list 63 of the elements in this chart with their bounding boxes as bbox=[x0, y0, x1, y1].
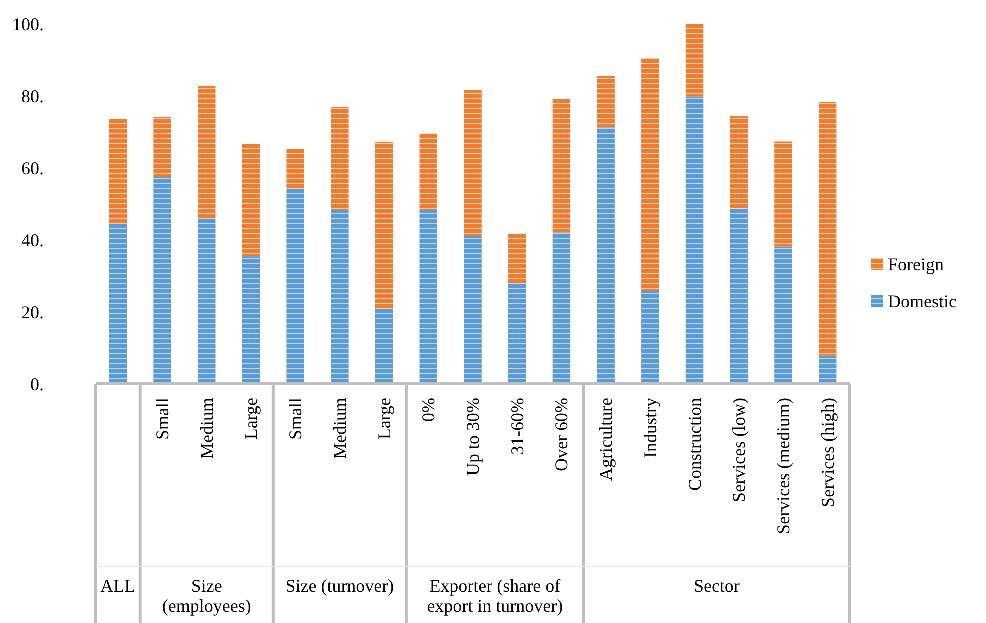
bar bbox=[686, 96, 704, 384]
bar bbox=[331, 210, 349, 384]
bar bbox=[109, 119, 128, 224]
bar bbox=[552, 232, 571, 384]
bar bbox=[464, 236, 482, 384]
x-tick-label: Services (high) bbox=[818, 398, 838, 508]
bar bbox=[508, 234, 526, 284]
text: Exporter (share of export in turnover) bbox=[427, 576, 564, 616]
y-tick-label: 100. bbox=[12, 14, 44, 34]
y-tick-label: 0. bbox=[30, 374, 44, 394]
bar bbox=[198, 86, 216, 218]
x-tick-label: Large bbox=[374, 398, 394, 440]
bar bbox=[198, 218, 216, 384]
bar bbox=[286, 148, 304, 190]
bar bbox=[642, 291, 660, 384]
bar bbox=[818, 102, 837, 356]
bar bbox=[642, 58, 660, 292]
bar bbox=[331, 107, 349, 210]
y-tick-label: 40. bbox=[22, 230, 44, 250]
y-tick-label: 80. bbox=[22, 86, 44, 106]
bar bbox=[109, 224, 128, 384]
bar bbox=[730, 208, 748, 384]
bar bbox=[242, 144, 260, 257]
y-tick-label: 20. bbox=[22, 302, 44, 322]
bar bbox=[286, 189, 304, 384]
x-tick-label: Up to 30% bbox=[463, 398, 483, 476]
text: Size (turnover) bbox=[286, 576, 394, 596]
x-tick-label: Construction bbox=[684, 398, 705, 491]
legend-label: Foreign bbox=[888, 254, 944, 274]
x-tick-label: Over 60% bbox=[552, 398, 572, 472]
bar bbox=[597, 128, 615, 384]
bar bbox=[597, 76, 615, 128]
bar bbox=[420, 210, 438, 384]
bar bbox=[420, 134, 438, 210]
x-tick-label: Medium bbox=[196, 398, 217, 459]
x-tick-label: 31-60% bbox=[507, 398, 528, 455]
x-tick-label: Agriculture bbox=[596, 398, 616, 481]
x-tick-label: Small bbox=[286, 398, 306, 440]
text: Sector bbox=[694, 576, 740, 596]
bar bbox=[818, 356, 837, 384]
bar bbox=[375, 142, 394, 310]
legend-label: Domestic bbox=[888, 291, 957, 312]
bar bbox=[552, 99, 571, 233]
bar bbox=[375, 309, 394, 384]
bar bbox=[686, 24, 704, 97]
bar bbox=[508, 284, 526, 384]
x-tick-label: Small bbox=[152, 398, 173, 440]
x-tick-label: Services (low) bbox=[729, 398, 750, 502]
bar bbox=[774, 142, 792, 247]
x-tick-label: 0% bbox=[418, 398, 439, 422]
x-tick-label: Industry bbox=[640, 398, 660, 458]
bar bbox=[730, 116, 748, 209]
x-tick-label: Services (medium) bbox=[773, 398, 794, 534]
y-tick-label: 60. bbox=[22, 158, 44, 178]
bar bbox=[242, 256, 260, 384]
x-tick-label: Large bbox=[241, 398, 262, 440]
bar bbox=[464, 90, 482, 236]
bar bbox=[154, 177, 172, 384]
bar bbox=[154, 117, 172, 178]
bar bbox=[774, 246, 792, 384]
text: Size (employees) bbox=[162, 576, 252, 616]
text: ALL bbox=[100, 576, 136, 596]
x-tick-label: Medium bbox=[330, 398, 350, 459]
